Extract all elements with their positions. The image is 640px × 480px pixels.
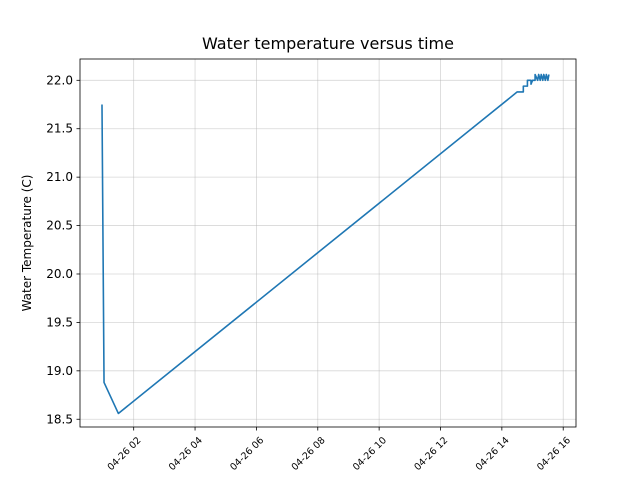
y-axis: 18.5 19.0 19.5 20.0 20.5 21.0 21.5 22.0 xyxy=(46,73,80,426)
y-tick-label: 20.5 xyxy=(46,219,73,233)
plot-frame xyxy=(79,58,577,428)
series-group xyxy=(101,73,550,415)
y-tick-label: 21.5 xyxy=(46,122,73,136)
y-tick-label: 18.5 xyxy=(46,412,73,426)
series-line xyxy=(101,73,550,415)
y-tick-label: 20.0 xyxy=(46,267,73,281)
y-tick-label: 19.5 xyxy=(46,315,73,329)
plot-area xyxy=(80,59,576,427)
y-tick-label: 19.0 xyxy=(46,364,73,378)
chart-title: Water temperature versus time xyxy=(202,34,454,53)
y-axis-label: Water Temperature (C) xyxy=(20,175,34,312)
y-tick-label: 21.0 xyxy=(46,170,73,184)
y-tick-label: 22.0 xyxy=(46,73,73,87)
grid xyxy=(80,59,576,427)
